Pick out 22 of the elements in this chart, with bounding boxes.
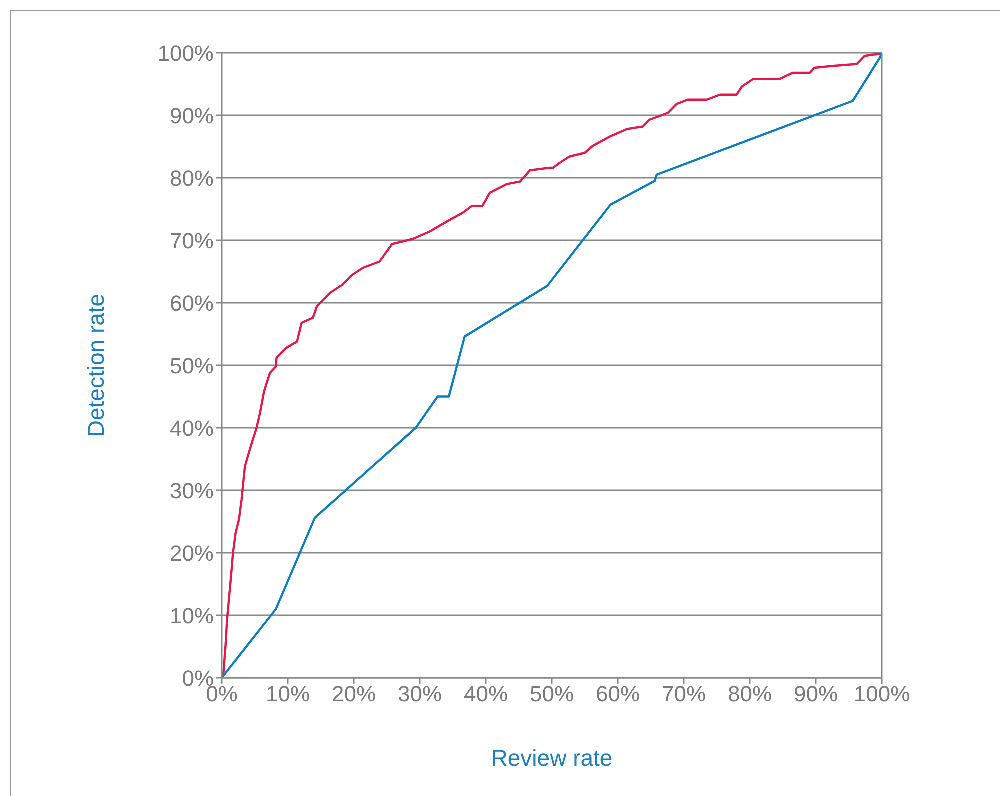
x-tick-label: 50% bbox=[530, 682, 574, 707]
y-tick-label: 20% bbox=[170, 540, 214, 566]
y-tick-label: 90% bbox=[170, 103, 214, 128]
y-axis-title: Detection rate bbox=[83, 294, 110, 438]
y-tick-label: 10% bbox=[170, 603, 214, 628]
x-tick-label: 20% bbox=[332, 682, 376, 707]
y-tick-label: 80% bbox=[170, 166, 214, 191]
x-tick-label: 80% bbox=[728, 682, 772, 707]
x-tick-label: 70% bbox=[662, 682, 706, 707]
x-tick-label: 60% bbox=[596, 682, 640, 707]
x-tick-label: 100% bbox=[854, 682, 910, 707]
x-tick-label: 10% bbox=[266, 682, 310, 707]
y-tick-label: 100% bbox=[158, 40, 214, 66]
x-tick-label: 90% bbox=[794, 682, 838, 707]
x-axis-title: Review rate bbox=[491, 745, 613, 771]
y-tick-label: 30% bbox=[170, 478, 214, 504]
y-tick-label: 70% bbox=[170, 228, 214, 254]
y-tick-label: 60% bbox=[170, 290, 214, 316]
y-tick-label: 50% bbox=[170, 353, 214, 378]
x-tick-label: 40% bbox=[464, 682, 508, 707]
y-tick-label: 40% bbox=[170, 416, 214, 441]
x-tick-label: 30% bbox=[398, 682, 442, 707]
